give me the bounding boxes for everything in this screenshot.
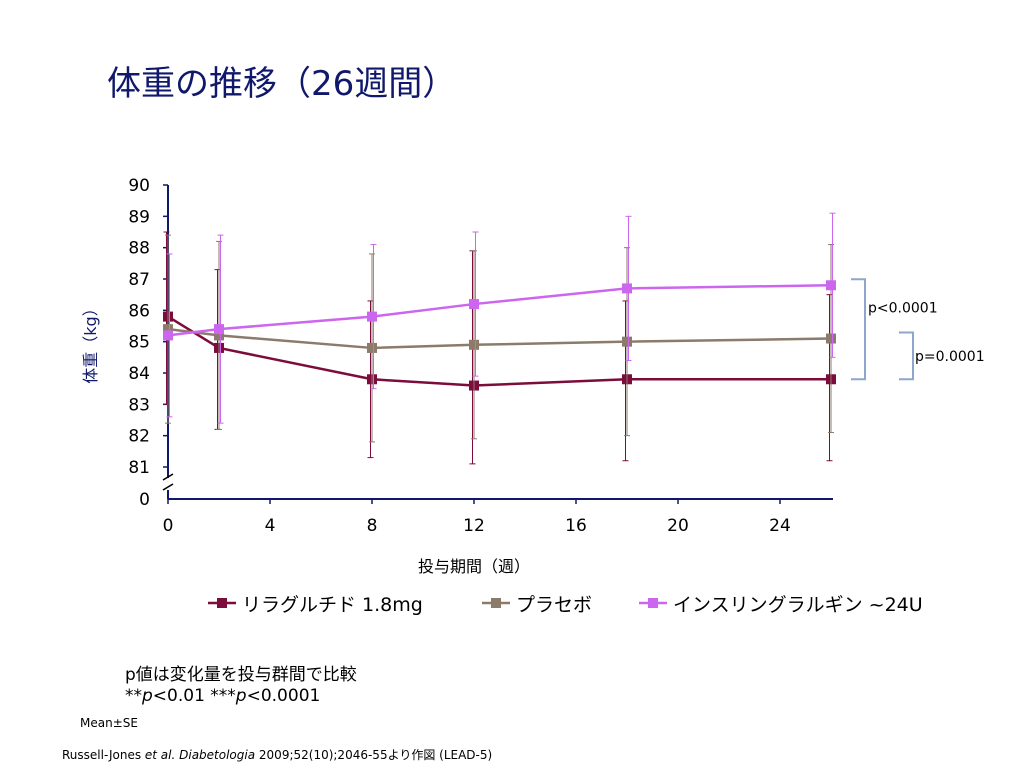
y-tick-label: 84	[128, 364, 150, 384]
data-point	[622, 336, 632, 347]
weight-chart: 81 82 83 84 85 86 87 88 89 90 00 4 8 12 16 20 24 投与期間（週） 体…	[81, 176, 985, 616]
y-tick-label: 90	[128, 176, 150, 196]
data-point	[469, 339, 479, 350]
p-value-label: p=0.0001	[915, 349, 985, 365]
series-line	[167, 315, 831, 387]
p-value-label: p<0.0001	[868, 300, 938, 316]
y-tick-label: 83	[128, 395, 150, 415]
series-line	[167, 284, 832, 337]
mean-se-note: Mean±SE	[80, 716, 138, 730]
citation-journal: Diabetologia	[175, 748, 256, 762]
slide-title: 体重の推移（26週間）	[107, 64, 457, 104]
legend-label: リラグルチド 1.8mg	[242, 594, 423, 616]
citation-etal: et al.	[144, 748, 176, 762]
x-tick-label: 8	[367, 516, 378, 536]
y-tick-label: 89	[128, 207, 150, 227]
y-tick-label: 81	[128, 458, 150, 478]
y-tick-label: 87	[128, 270, 150, 290]
y-tick-label: 88	[128, 239, 150, 259]
y-tick-label: 86	[128, 301, 150, 321]
x-tick-label: 4	[265, 516, 276, 536]
y-tick-label: 82	[128, 427, 150, 447]
citation-author: Russell-Jones	[62, 748, 145, 762]
axis-break-mark	[162, 473, 174, 491]
note-suffix: <0.0001	[246, 686, 321, 706]
note-line-1: p値は変化量を投与群間で比較	[125, 665, 357, 685]
note-prefix: **	[125, 686, 142, 706]
legend-label: インスリングラルギン ~24U	[673, 594, 923, 616]
data-point	[367, 342, 377, 353]
y-tick-label: 85	[128, 333, 150, 353]
significance-bracket	[899, 331, 914, 381]
significance-bracket	[851, 278, 866, 381]
legend-label: プラセボ	[516, 594, 592, 616]
data-point	[469, 299, 479, 310]
data-point	[826, 333, 836, 344]
x-tick-label: 0	[163, 516, 174, 536]
data-point	[214, 330, 224, 341]
data-point	[214, 324, 224, 335]
data-point	[622, 283, 632, 294]
legend-swatch-marker	[491, 598, 501, 608]
data-point	[826, 280, 836, 291]
note-line-2: **p<0.01 ***p<0.0001	[125, 686, 320, 706]
note-p-symbol: p	[142, 686, 153, 706]
series-line	[167, 327, 832, 350]
x-tick-label: 12	[463, 516, 485, 536]
legend-swatch-marker	[648, 598, 658, 608]
data-point	[367, 311, 377, 322]
data-point	[163, 324, 173, 335]
note-p-symbol-2: p	[235, 686, 247, 706]
note-mid: <0.01 ***	[152, 686, 236, 706]
y-tick-label-zero: 0	[139, 490, 150, 510]
citation-rest: 2009;52(10);2046-55より作図 (LEAD-5)	[255, 748, 493, 762]
y-axis-title: 体重（kg）	[81, 300, 100, 383]
x-tick-label: 20	[667, 516, 689, 536]
legend-swatch-marker	[217, 598, 227, 608]
data-point	[163, 330, 173, 341]
citation: Russell-Jones et al. Diabetologia 2009;5…	[62, 746, 492, 763]
x-axis-title: 投与期間（週）	[418, 557, 530, 576]
x-tick-label: 16	[565, 516, 587, 536]
x-tick-label: 24	[769, 516, 791, 536]
